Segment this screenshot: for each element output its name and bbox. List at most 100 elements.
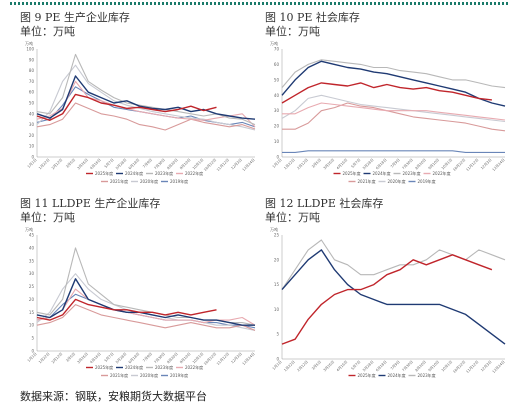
y-tick-label: 5 [31,336,34,341]
legend-item: 2022年度 [433,170,451,176]
series-line [36,298,217,321]
x-tick-label: 1月1日 [271,157,283,169]
x-tick-label: 6月18日 [127,351,140,364]
legend-item: 2024年度 [125,170,143,176]
x-tick-label: 5月7日 [350,359,362,371]
legend-item: 2025年度 [95,364,113,370]
y-tick-label: 60 [274,62,280,67]
x-tick-label: 9月10日 [427,157,440,170]
series-line [282,102,506,121]
pe-social-inventory-chart: 万吨 0 10 20 30 40 50 60 70 1月1日 1月22日 2月12日 3月5日 3月26日… [270,40,506,184]
x-tick-label: 1月22日 [283,157,296,170]
series-line [36,102,256,131]
y-tick-label: 10 [29,323,35,328]
data-source-note: 数据来源：钢联，安粮期货大数据平台 [20,390,207,403]
y-tick-label: 10 [274,307,280,312]
y-tick-label: 0 [31,155,34,160]
x-tick-label: 3月5日 [65,351,77,363]
x-tick-label: 2月12日 [296,157,309,170]
x-tick-label: 9月10日 [178,351,191,364]
series-line [36,278,255,326]
x-tick-label: 1月1日 [26,157,38,169]
x-tick-label: 11月12日 [465,359,480,374]
x-tick-label: 2月12日 [296,359,309,372]
y-tick-label: 50 [274,77,280,82]
x-tick-label: 5月28日 [361,157,374,170]
y-tick-label: 0 [31,349,34,354]
x-tick-label: 6月18日 [127,157,140,170]
x-tick-label: 3月5日 [310,359,322,371]
legend-item: 2019年度 [170,372,188,378]
x-tick-label: 1月22日 [37,351,50,364]
lldpe-producer-inventory-chart: 万吨 0 5 10 15 20 25 30 35 40 45 1月1日 1月22日 2月12日 3月5日 3月… [25,226,256,378]
x-tick-label: 3月5日 [310,157,322,169]
x-tick-label: 3月26日 [76,157,89,170]
figure-11-unit: 单位：万吨 [20,211,75,224]
figure-9-unit: 单位：万吨 [20,25,75,38]
y-tick-label: 30 [274,108,280,113]
y-tick-label: 50 [29,101,35,106]
lldpe-social-inventory-chart: 万吨 0 5 10 15 20 25 1月1日 1月22日 2月12日 3月5日 3月26日 4月16日… [270,226,506,378]
x-tick-label: 7月30日 [153,157,166,170]
y-tick-label: 20 [274,124,280,129]
legend-item: 2025年度 [343,170,361,176]
header-rule [10,2,508,5]
x-tick-label: 8月20日 [166,157,179,170]
y-tick-label: 15 [274,282,280,287]
unit-label: 万吨 [25,40,33,46]
legend-item: 2024年度 [388,372,406,378]
legend-item: 2019年度 [170,178,188,184]
y-tick-label: 25 [29,284,35,289]
x-tick-label: 1月1日 [26,351,38,363]
x-tick-label: 2月12日 [50,351,63,364]
x-tick-label: 3月26日 [76,351,89,364]
x-tick-label: 3月26日 [322,157,335,170]
x-tick-label: 8月20日 [414,359,427,372]
x-tick-label: 1月22日 [283,359,296,372]
x-tick-label: 7月9日 [141,157,153,169]
x-tick-label: 10月22日 [452,157,467,172]
x-tick-label: 10月1日 [191,351,204,364]
legend-item: 2020年度 [140,372,158,378]
series-line [282,102,506,132]
x-tick-label: 6月18日 [374,157,387,170]
series-line [281,82,492,104]
x-tick-label: 4月16日 [335,359,348,372]
unit-label: 万吨 [270,226,278,232]
x-tick-label: 10月1日 [191,157,204,170]
legend-item: 2019年度 [418,178,436,184]
y-tick-label: 30 [29,122,35,127]
legend-item: 2020年度 [388,178,406,184]
x-tick-label: 12月3日 [230,157,243,170]
x-tick-label: 10月22日 [202,351,217,366]
legend-item: 2021年度 [358,178,376,184]
legend-item: 2024年度 [125,364,143,370]
y-tick-label: 35 [29,258,35,263]
series-line [36,75,256,120]
x-tick-label: 5月28日 [361,359,374,372]
x-tick-label: 5月28日 [114,157,127,170]
x-tick-label: 8月20日 [166,351,179,364]
x-tick-label: 10月22日 [452,359,467,374]
legend-item: 2022年度 [185,364,203,370]
legend-item: 2020年度 [140,178,158,184]
x-tick-label: 11月12日 [215,157,230,172]
legend-item: 2023年度 [403,170,421,176]
y-tick-label: 70 [29,79,35,84]
series-line [36,80,256,128]
legend-item: 2023年度 [418,372,436,378]
x-tick-label: 4月16日 [89,351,102,364]
x-tick-label: 7月30日 [401,359,414,372]
series-line [281,59,506,89]
series-line [281,254,493,345]
series-line [36,93,217,121]
y-tick-label: 0 [276,155,279,160]
x-tick-label: 11月12日 [215,351,230,366]
x-tick-label: 9月10日 [427,359,440,372]
series-line [36,64,256,131]
series-line [281,239,506,290]
legend-item: 2024年度 [373,170,391,176]
y-tick-label: 15 [29,310,35,315]
x-tick-label: 5月7日 [103,157,115,169]
